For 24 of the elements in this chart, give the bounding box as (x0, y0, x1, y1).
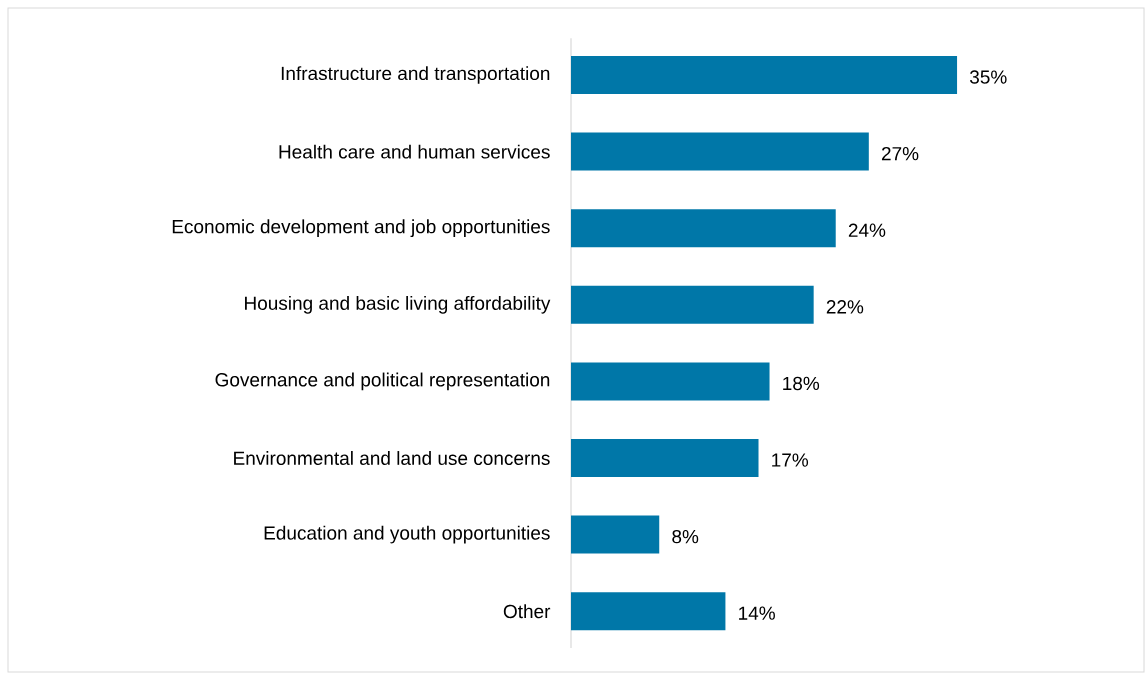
bar (571, 285, 814, 324)
data-label: 8% (672, 529, 699, 544)
y-tick-label: Economic development and job opportunities (172, 219, 550, 238)
bar (571, 362, 770, 401)
data-label: 24% (848, 223, 886, 237)
data-label: 35% (969, 70, 1007, 84)
y-tick-label: Infrastructure and transportation (281, 66, 550, 84)
y-tick-label: Education and youth opportunities (264, 525, 550, 544)
y-tick-label: Governance and political representation (215, 372, 550, 391)
y-tick-label: Housing and basic living affordability (245, 295, 551, 314)
bar (571, 592, 726, 631)
y-tick-label: Health care and human services (279, 144, 550, 159)
data-label: 17% (772, 453, 809, 467)
y-tick-label: Other (503, 604, 551, 619)
bar (571, 439, 759, 478)
bar (571, 515, 660, 554)
data-label: 18% (783, 376, 820, 391)
bar (571, 209, 836, 248)
data-label: 14% (739, 606, 775, 620)
data-label: 22% (826, 300, 864, 314)
y-tick-label: Environmental and land use concerns (234, 451, 550, 465)
data-label: 27% (881, 146, 919, 161)
bar (571, 56, 958, 95)
bar (571, 132, 869, 171)
